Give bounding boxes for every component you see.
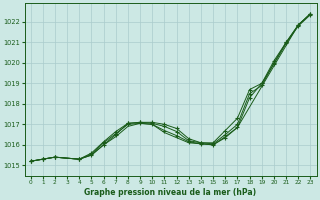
X-axis label: Graphe pression niveau de la mer (hPa): Graphe pression niveau de la mer (hPa) [84,188,257,197]
